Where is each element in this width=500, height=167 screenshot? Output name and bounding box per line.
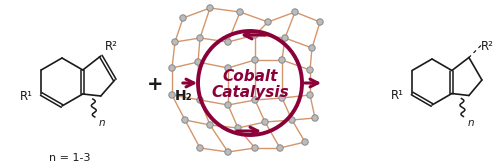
- Circle shape: [169, 65, 175, 71]
- Circle shape: [279, 95, 285, 101]
- Circle shape: [169, 92, 175, 98]
- Circle shape: [279, 57, 285, 63]
- Circle shape: [252, 32, 258, 38]
- Circle shape: [309, 45, 315, 51]
- Text: +: +: [147, 74, 163, 94]
- Circle shape: [182, 117, 188, 123]
- Circle shape: [282, 35, 288, 41]
- Circle shape: [197, 35, 203, 41]
- Circle shape: [180, 15, 186, 21]
- Circle shape: [307, 67, 313, 73]
- Text: R¹: R¹: [391, 89, 404, 102]
- Circle shape: [252, 97, 258, 103]
- Text: H₂: H₂: [175, 89, 192, 103]
- Circle shape: [262, 119, 268, 125]
- Text: R²: R²: [481, 40, 494, 53]
- Circle shape: [317, 19, 323, 25]
- Circle shape: [207, 5, 213, 11]
- Circle shape: [307, 92, 313, 98]
- Circle shape: [197, 97, 203, 103]
- Circle shape: [265, 19, 271, 25]
- Circle shape: [172, 39, 178, 45]
- Circle shape: [289, 117, 295, 123]
- Text: n = 1-3: n = 1-3: [49, 153, 91, 163]
- Circle shape: [225, 39, 231, 45]
- Text: n: n: [99, 118, 105, 128]
- Circle shape: [252, 57, 258, 63]
- Text: R²: R²: [105, 40, 118, 52]
- Circle shape: [302, 139, 308, 145]
- Circle shape: [207, 122, 213, 128]
- Circle shape: [225, 102, 231, 108]
- Circle shape: [225, 149, 231, 155]
- Circle shape: [312, 115, 318, 121]
- Text: Cobalt: Cobalt: [222, 68, 278, 84]
- Circle shape: [292, 9, 298, 15]
- Circle shape: [237, 9, 243, 15]
- Text: n: n: [468, 118, 474, 127]
- Circle shape: [235, 125, 241, 131]
- Circle shape: [225, 65, 231, 71]
- Circle shape: [195, 59, 201, 65]
- Text: Catalysis: Catalysis: [211, 85, 289, 100]
- Circle shape: [197, 145, 203, 151]
- Circle shape: [252, 145, 258, 151]
- Text: R¹: R¹: [20, 90, 33, 103]
- Circle shape: [277, 145, 283, 151]
